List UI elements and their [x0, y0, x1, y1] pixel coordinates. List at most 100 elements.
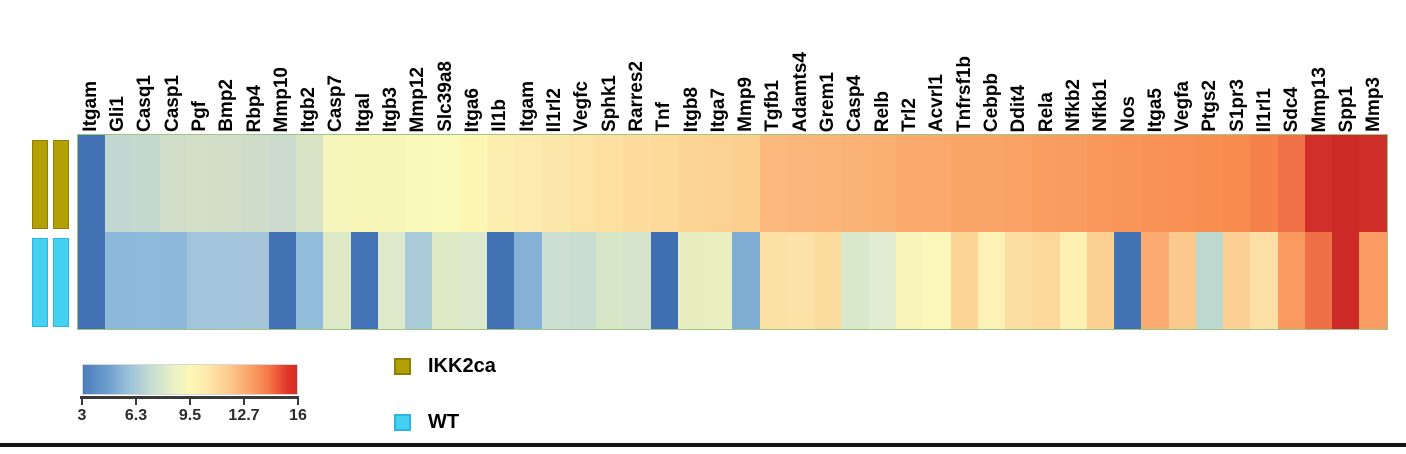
cell-wt-il1b — [486, 232, 515, 329]
cell-ikk2ca-il1rl1 — [1250, 135, 1278, 232]
cell-wt-rarres2 — [623, 232, 651, 329]
cell-wt-itgb2 — [296, 232, 324, 329]
cell-wt-rbp4 — [241, 232, 269, 329]
column-label-cell: Nfkb1 — [1088, 0, 1115, 132]
cell-ikk2ca-itgam — [78, 135, 106, 232]
column-label-cell: Rela — [1033, 0, 1060, 132]
cell-wt-casp4 — [841, 232, 869, 329]
column-label-tnf-21: Tnf — [653, 102, 675, 132]
colorbar-tick-label-16: 16 — [289, 407, 307, 424]
colorbar-tick-mark — [189, 396, 191, 405]
column-label-cell: Acvrl1 — [924, 0, 951, 132]
column-label-cell: Trl2 — [896, 0, 923, 132]
colorbar-tick-mark — [81, 396, 83, 405]
cell-wt-casp1 — [159, 232, 188, 329]
column-label-cell: Casp4 — [842, 0, 869, 132]
cell-ikk2ca-vegfc — [568, 135, 597, 232]
cell-ikk2ca-sdc4 — [1277, 135, 1305, 232]
column-label-cell: Itgb3 — [377, 0, 404, 132]
column-label-cell: Bmp2 — [214, 0, 241, 132]
cell-ikk2ca-mmp9 — [732, 135, 760, 232]
column-label-itgb2-8: Itgb2 — [298, 86, 320, 132]
column-label-itga6-14: Itga6 — [462, 87, 484, 132]
column-label-cell: Casp7 — [323, 0, 350, 132]
column-label-cell: Cebpb — [978, 0, 1005, 132]
cell-ikk2ca-vegfa — [1168, 135, 1196, 232]
cell-ikk2ca-cebpb — [977, 135, 1006, 232]
column-label-rarres2-20: Rarres2 — [625, 61, 647, 132]
cell-ikk2ca-mmp12 — [405, 135, 433, 232]
cell-ikk2ca-casp7 — [323, 135, 351, 232]
cell-wt-relb — [868, 232, 896, 329]
column-label-casq1-2: Casq1 — [134, 74, 156, 132]
cell-ikk2ca-itga6 — [459, 135, 487, 232]
column-label-grem1-27: Grem1 — [817, 71, 839, 132]
column-label-cell: Tnfrsf1b — [951, 0, 978, 132]
colorbar-tick-label-12.7: 12.7 — [228, 407, 260, 424]
column-label-mmp13-45: Mmp13 — [1308, 66, 1330, 132]
cell-ikk2ca-itgam — [514, 135, 542, 232]
row-annotation-bar-ikk2ca-2 — [53, 140, 69, 229]
cell-ikk2ca-nfkb1 — [1086, 135, 1115, 232]
cell-wt-il1rl1 — [1250, 232, 1278, 329]
column-label-sphk1-19: Sphk1 — [598, 74, 620, 132]
cell-wt-trl2 — [895, 232, 924, 329]
column-label-rbp4-6: Rbp4 — [243, 84, 265, 133]
cell-wt-mmp10 — [268, 232, 297, 329]
column-label-nos-38: Nos — [1117, 96, 1139, 132]
column-label-cell: Spp1 — [1333, 0, 1360, 132]
column-label-adamts4-26: Adamts4 — [789, 51, 811, 132]
cell-ikk2ca-gli1 — [105, 135, 133, 232]
column-label-cell: Pgf — [186, 0, 213, 132]
cell-ikk2ca-relb — [868, 135, 896, 232]
colorbar-gradient — [82, 364, 298, 395]
colorbar-tick-mark — [243, 396, 245, 405]
column-label-cell: Casp1 — [159, 0, 186, 132]
column-label-cell: Mmp3 — [1361, 0, 1388, 132]
column-label-cell: Casq1 — [132, 0, 159, 132]
cell-ikk2ca-itga7 — [705, 135, 733, 232]
cell-wt-ptgs2 — [1195, 232, 1224, 329]
cell-wt-acvrl1 — [923, 232, 951, 329]
column-label-s1pr3-42: S1pr3 — [1226, 79, 1248, 132]
cell-ikk2ca-tnf — [650, 135, 678, 232]
cell-ikk2ca-bmp2 — [214, 135, 242, 232]
colorbar-tick-label-9.5: 9.5 — [178, 407, 202, 424]
cell-ikk2ca-itgb2 — [296, 135, 324, 232]
bottom-rule — [0, 443, 1406, 447]
cell-wt-itgb3 — [377, 232, 406, 329]
column-label-cell: Itgam — [514, 0, 541, 132]
cell-ikk2ca-itgal — [350, 135, 378, 232]
column-label-itgb8-22: Itgb8 — [680, 86, 702, 132]
column-label-itgam-16: Itgam — [516, 81, 538, 132]
cell-ikk2ca-itga5 — [1141, 135, 1169, 232]
legend-swatch-wt — [394, 414, 411, 431]
column-label-vegfc-18: Vegfc — [571, 81, 593, 132]
column-label-il1b-15: Il1b — [489, 99, 511, 132]
cell-wt-itgb8 — [677, 232, 706, 329]
column-label-mmp10-7: Mmp10 — [270, 66, 292, 132]
cell-wt-il1rl2 — [541, 232, 569, 329]
column-label-cell: Ddit4 — [1006, 0, 1033, 133]
column-label-itgb3-11: Itgb3 — [380, 86, 402, 132]
column-label-vegfa-40: Vegfa — [1172, 81, 1194, 132]
column-label-il1rl2-17: Il1rl2 — [543, 87, 565, 132]
column-label-relb-29: Relb — [871, 90, 893, 132]
column-label-sdc4-44: Sdc4 — [1281, 86, 1303, 132]
cell-wt-vegfa — [1168, 232, 1196, 329]
column-labels: Itgam Gli1 Casq1 Casp1 Pgf Bmp2 Rbp4 Mmp10 Itgb2… — [77, 0, 1388, 132]
column-label-cell: Mmp9 — [733, 0, 760, 132]
cell-wt-cebpb — [977, 232, 1006, 329]
column-label-cell: Slc39a8 — [432, 0, 459, 132]
cell-ikk2ca-pgf — [187, 135, 215, 232]
cell-ikk2ca-tgfb1 — [759, 135, 787, 232]
column-label-rela-35: Rela — [1035, 91, 1057, 132]
column-label-cell: Itgb2 — [296, 0, 323, 132]
column-label-mmp12-12: Mmp12 — [407, 66, 429, 132]
cell-ikk2ca-nos — [1114, 135, 1142, 232]
cell-wt-grem1 — [814, 232, 842, 329]
column-label-mmp3-47: Mmp3 — [1363, 77, 1385, 132]
cell-ikk2ca-itgb8 — [677, 135, 706, 232]
column-label-itga5-39: Itga5 — [1144, 87, 1166, 132]
